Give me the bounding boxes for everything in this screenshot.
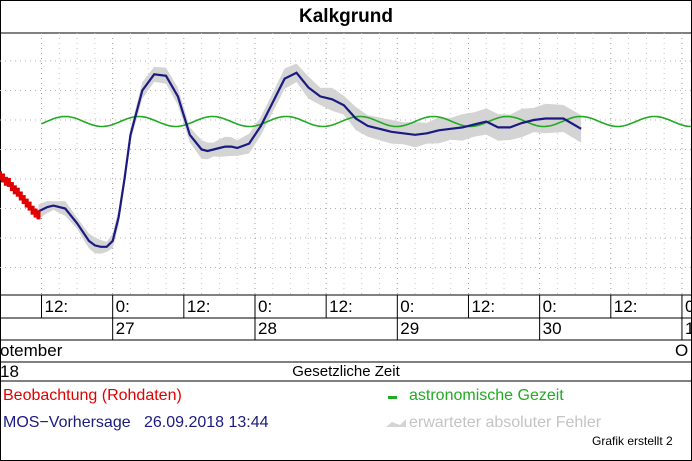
day-label: 27 (115, 319, 135, 338)
astro-series-line (41, 115, 691, 128)
observation-point (12, 185, 17, 195)
error-band (38, 63, 582, 254)
observation-point (15, 187, 20, 197)
x-tick-label: 0: (542, 297, 557, 316)
x-tick-label: 12: (186, 297, 211, 316)
observation-point (27, 201, 32, 211)
x-tick-label: 0: (115, 297, 130, 316)
grid (0, 33, 692, 295)
legend-error: erwarteter absoluter Fehler (409, 414, 602, 431)
observation-point (24, 198, 29, 208)
observation-point (9, 182, 14, 192)
observation-point (18, 191, 23, 201)
x-tick-label: 12: (471, 297, 496, 316)
day-label: 30 (542, 319, 562, 338)
astro-legend-marker (388, 396, 397, 399)
x-tick-label: 0: (400, 297, 415, 316)
observation-point (1, 173, 5, 183)
legend-mos-time: 26.09.2018 13:44 (143, 414, 269, 431)
year-label: 18 (0, 362, 19, 381)
x-tick-label: 0: (257, 297, 273, 316)
observation-point (33, 208, 38, 218)
observation-point (21, 195, 26, 205)
x-tick-label: 12: (329, 297, 353, 316)
x-tick-label: 12: (613, 297, 638, 316)
legend-observation: Beobachtung (Rohdaten) (3, 387, 182, 404)
observation-point (3, 176, 8, 186)
observation-point (6, 177, 11, 187)
month-label-september: otember (0, 341, 63, 360)
observation-series (0, 171, 41, 220)
x-tick-label: 0: (684, 297, 692, 316)
day-label: 28 (257, 319, 277, 338)
observation-point (30, 205, 35, 215)
x-axis-label: Gesetzliche Zeit (292, 363, 400, 380)
chart-title: Kalkgrund (299, 6, 393, 27)
legend-astro: astronomische Gezeit (409, 387, 564, 404)
error-legend-marker (386, 419, 406, 427)
day-label: 1 (684, 319, 692, 338)
footer-created: Grafik erstellt 2 (592, 434, 673, 448)
observation-point (36, 210, 41, 220)
mos-series-line (38, 71, 582, 248)
legend-mos: MOS−Vorhersage 26.09.2018 13:44 (3, 414, 269, 432)
x-tick-label: 12: (44, 297, 69, 316)
axis-ticks (41, 295, 683, 340)
day-label: 29 (400, 319, 420, 338)
legend-mos-label: MOS−Vorhersage (3, 414, 131, 431)
month-label-october: O (675, 341, 689, 360)
